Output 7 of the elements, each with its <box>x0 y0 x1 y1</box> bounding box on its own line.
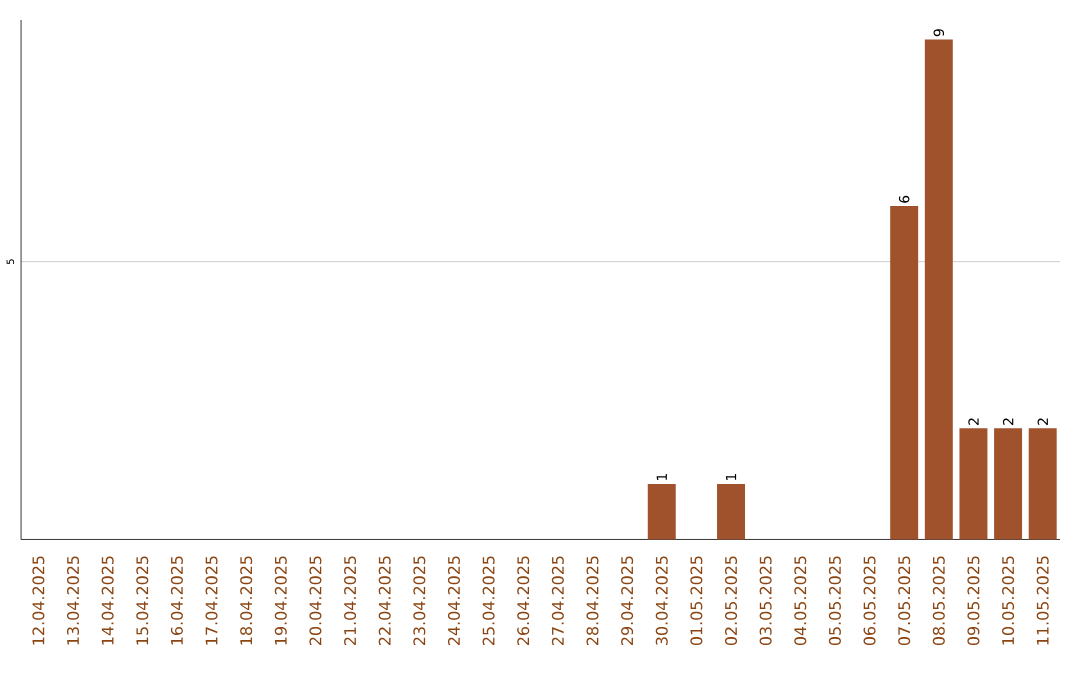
bar <box>959 428 988 540</box>
bar <box>647 484 676 540</box>
bar <box>890 206 919 540</box>
bar <box>994 428 1023 540</box>
bar <box>717 484 746 540</box>
bar <box>1028 428 1057 540</box>
bar <box>924 39 953 540</box>
